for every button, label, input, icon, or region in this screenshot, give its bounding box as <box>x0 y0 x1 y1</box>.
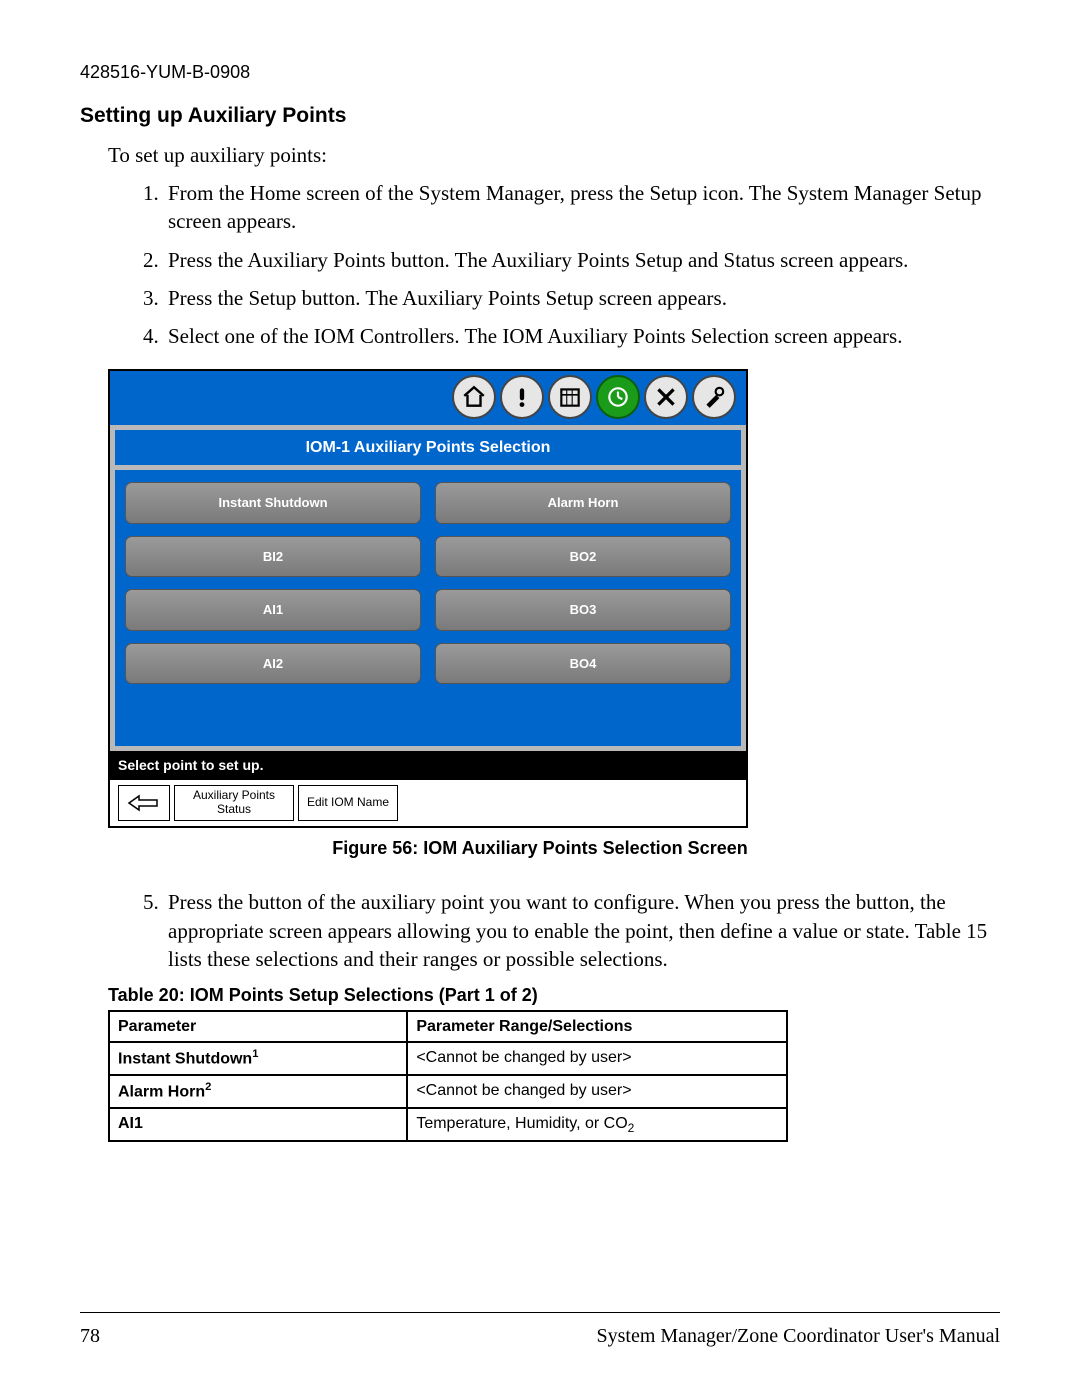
col-parameter: Parameter <box>109 1011 407 1043</box>
bo3-button[interactable]: BO3 <box>435 589 731 631</box>
instant-shutdown-button[interactable]: Instant Shutdown <box>125 482 421 524</box>
cell-param: AI1 <box>109 1108 407 1141</box>
figure-56: IOM-1 Auxiliary Points Selection Instant… <box>108 369 1000 828</box>
table-header-row: Parameter Parameter Range/Selections <box>109 1011 787 1043</box>
ai1-button[interactable]: AI1 <box>125 589 421 631</box>
aux-points-status-button[interactable]: Auxiliary PointsStatus <box>174 785 294 821</box>
params-table: Parameter Parameter Range/Selections Ins… <box>108 1010 788 1143</box>
bi2-button[interactable]: BI2 <box>125 536 421 578</box>
screen-tab <box>110 371 270 425</box>
step-1: From the Home screen of the System Manag… <box>164 179 1000 236</box>
step-3: Press the Setup button. The Auxiliary Po… <box>164 284 1000 312</box>
edit-iom-name-button[interactable]: Edit IOM Name <box>298 785 398 821</box>
page-number: 78 <box>80 1323 100 1350</box>
bo4-button[interactable]: BO4 <box>435 643 731 685</box>
cell-range: <Cannot be changed by user> <box>407 1042 787 1075</box>
clock-icon[interactable] <box>596 375 640 419</box>
table-row: AI1 Temperature, Humidity, or CO2 <box>109 1108 787 1141</box>
cell-range: Temperature, Humidity, or CO2 <box>407 1108 787 1141</box>
cell-range: <Cannot be changed by user> <box>407 1075 787 1108</box>
step-4: Select one of the IOM Controllers. The I… <box>164 322 1000 350</box>
bottom-button-bar: Auxiliary PointsStatus Edit IOM Name <box>110 780 746 826</box>
schedule-icon[interactable] <box>548 375 592 419</box>
bo2-button[interactable]: BO2 <box>435 536 731 578</box>
intro-text: To set up auxiliary points: <box>108 141 1000 169</box>
section-heading: Setting up Auxiliary Points <box>80 102 1000 130</box>
alarm-horn-button[interactable]: Alarm Horn <box>435 482 731 524</box>
screen-title: IOM-1 Auxiliary Points Selection <box>115 430 741 466</box>
footer-title: System Manager/Zone Coordinator User's M… <box>596 1323 1000 1350</box>
iom-screen: IOM-1 Auxiliary Points Selection Instant… <box>108 369 748 828</box>
steps-list-cont: Press the button of the auxiliary point … <box>138 888 1000 973</box>
page-footer: 78 System Manager/Zone Coordinator User'… <box>80 1312 1000 1350</box>
status-bar: Select point to set up. <box>110 751 746 780</box>
close-icon[interactable] <box>644 375 688 419</box>
home-icon[interactable] <box>452 375 496 419</box>
document-id: 428516-YUM-B-0908 <box>80 60 1000 84</box>
col-range: Parameter Range/Selections <box>407 1011 787 1043</box>
screen-topbar <box>110 371 746 425</box>
back-button[interactable] <box>118 785 170 821</box>
cell-param: Instant Shutdown1 <box>109 1042 407 1075</box>
step-2: Press the Auxiliary Points button. The A… <box>164 246 1000 274</box>
figure-caption: Figure 56: IOM Auxiliary Points Selectio… <box>80 836 1000 860</box>
step-5: Press the button of the auxiliary point … <box>164 888 1000 973</box>
ai2-button[interactable]: AI2 <box>125 643 421 685</box>
cell-param: Alarm Horn2 <box>109 1075 407 1108</box>
steps-list: From the Home screen of the System Manag… <box>138 179 1000 351</box>
tools-icon[interactable] <box>692 375 736 419</box>
table-caption: Table 20: IOM Points Setup Selections (P… <box>108 983 1000 1007</box>
table-row: Alarm Horn2 <Cannot be changed by user> <box>109 1075 787 1108</box>
table-row: Instant Shutdown1 <Cannot be changed by … <box>109 1042 787 1075</box>
toolbar <box>452 375 736 419</box>
aux-points-status-label: Auxiliary PointsStatus <box>193 789 275 817</box>
point-grid: Instant Shutdown Alarm Horn BI2 BO2 AI1 … <box>115 470 741 746</box>
alert-icon[interactable] <box>500 375 544 419</box>
